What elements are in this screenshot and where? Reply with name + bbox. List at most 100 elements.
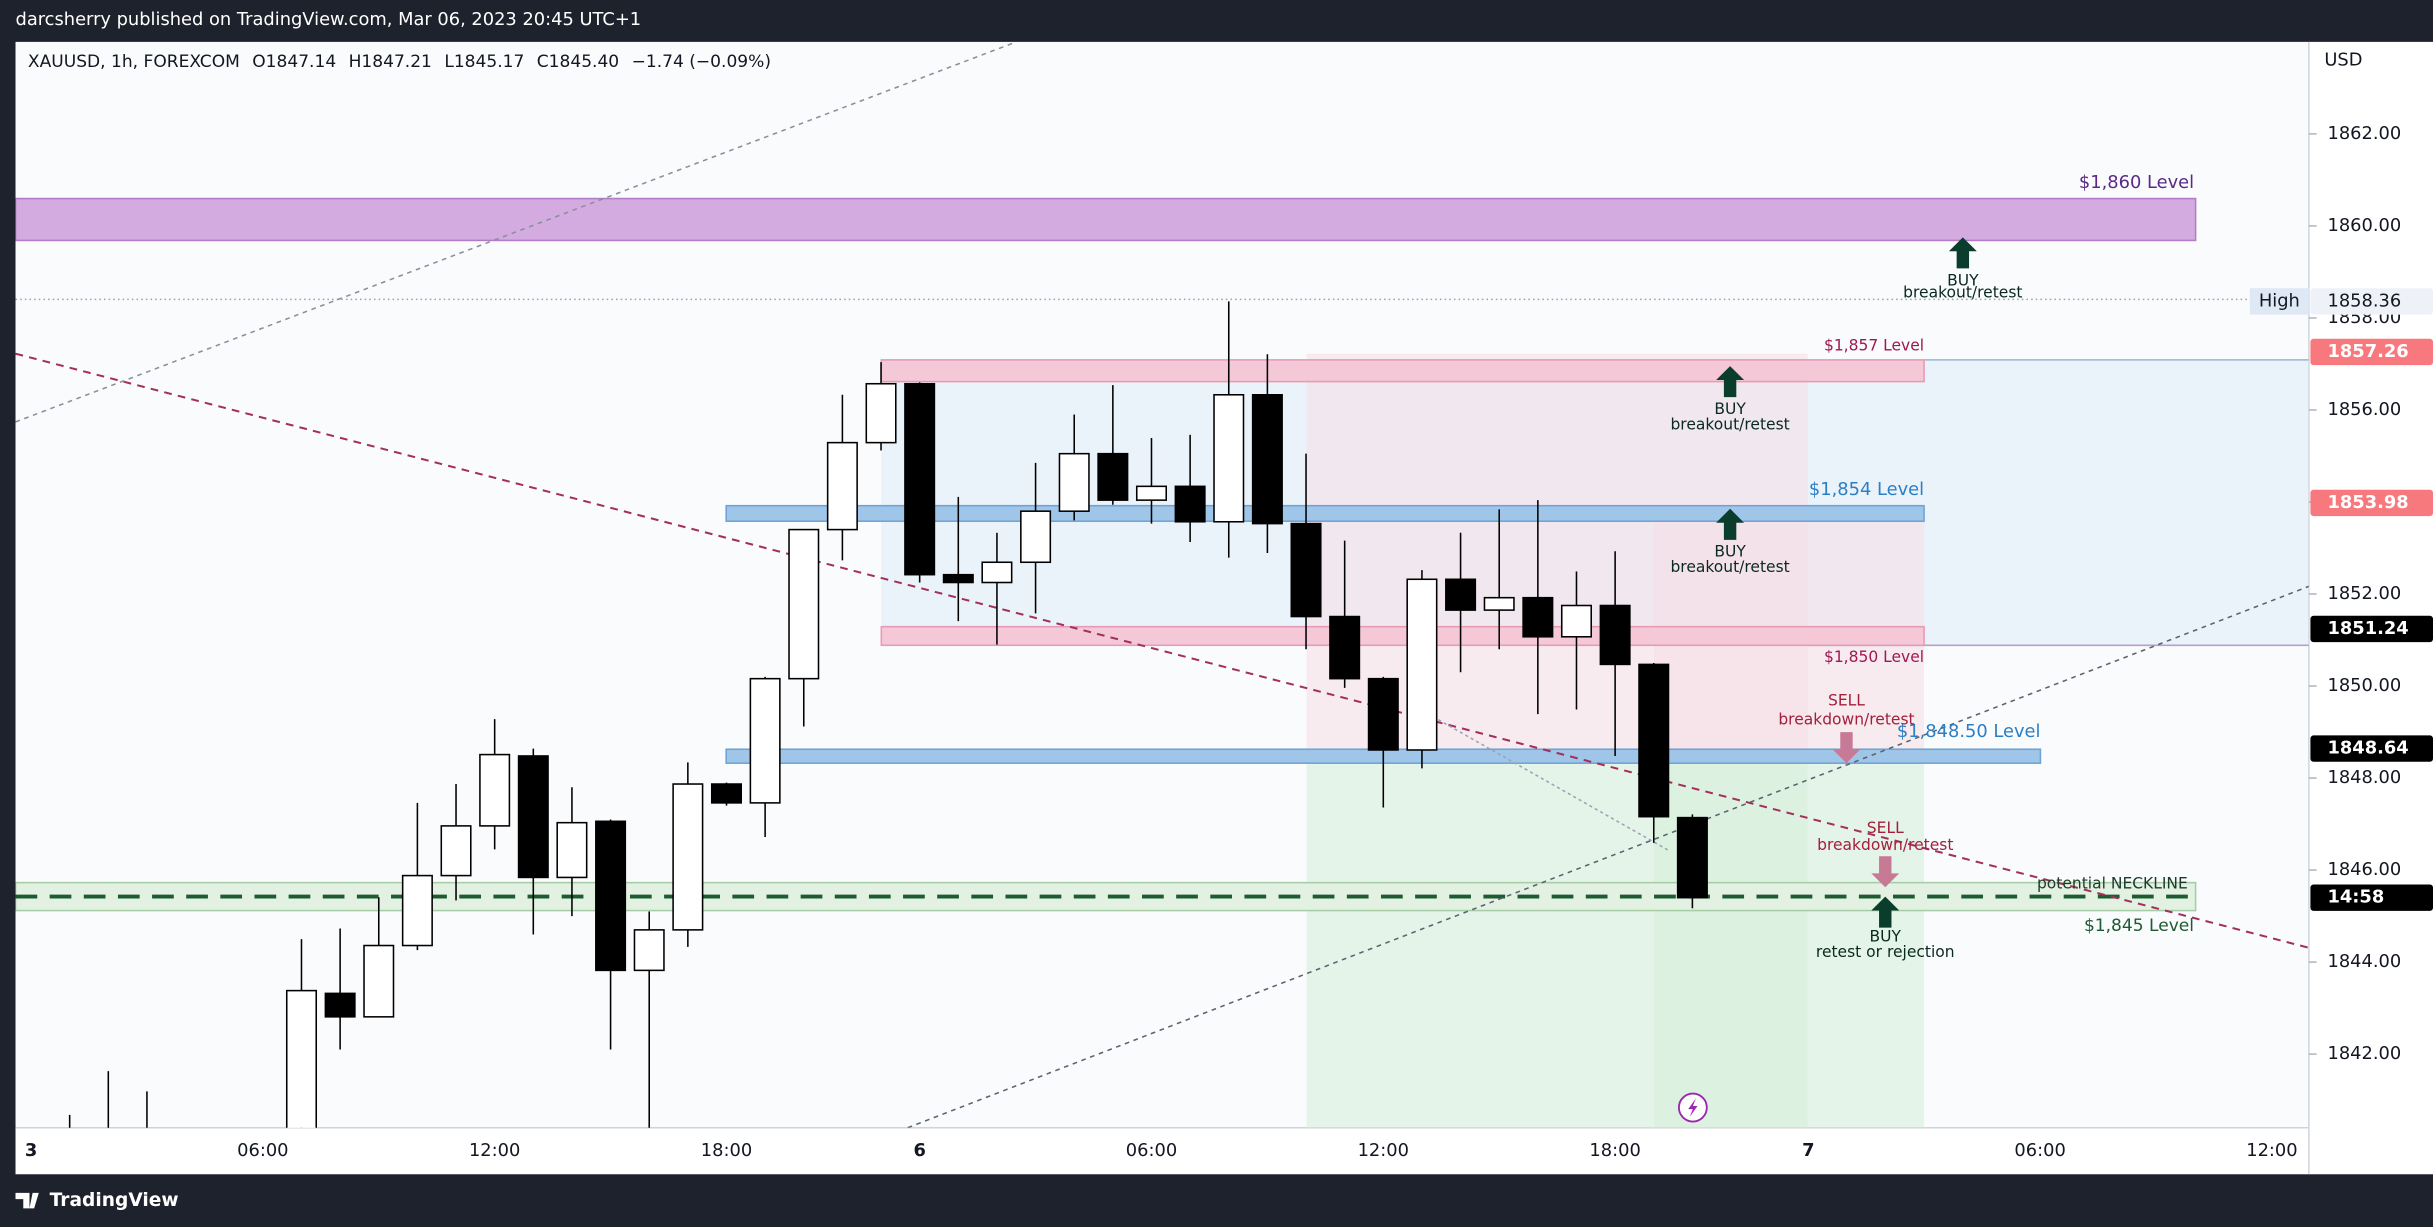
candle-body xyxy=(1058,452,1090,512)
currency: USD xyxy=(2324,49,2362,70)
candle-body xyxy=(942,573,974,584)
price-label: 1853.98 xyxy=(2327,492,2408,513)
candle-body xyxy=(904,382,936,576)
signal-note: breakout/retest xyxy=(1670,558,1789,576)
price-label: 1848.64 xyxy=(2327,738,2408,759)
candle-body xyxy=(1329,615,1361,680)
candle-body xyxy=(981,561,1013,584)
price-label-box xyxy=(2310,615,2433,643)
zone-1850 xyxy=(880,625,1925,647)
legend-item: O1847.14 xyxy=(252,52,336,72)
x-tick-label: 12:00 xyxy=(2246,1140,2297,1161)
signal-arrow xyxy=(1716,366,1745,398)
signal-arrow xyxy=(1832,732,1861,764)
legend-item: L1845.17 xyxy=(444,52,524,72)
y-tick-label: 1862.00 xyxy=(2327,123,2401,144)
signal-note: breakout/retest xyxy=(1903,284,2022,302)
zone-1860 xyxy=(15,197,2197,242)
signal-arrow xyxy=(1871,856,1900,888)
annotations: $1,860 Level $1,857 Level $1,854 Level $1,8… xyxy=(1670,172,2194,1123)
signal-note: breakdown/retest xyxy=(1817,836,1953,854)
axes: XAUUSD, 1h, FOREXCOM O1847.14 H1847.21 L184… xyxy=(25,52,2433,1161)
candle-body xyxy=(1020,510,1052,564)
legend-item: C1845.40 xyxy=(537,52,619,72)
candle-body xyxy=(324,992,356,1018)
trend-line xyxy=(15,352,2309,949)
candle-body xyxy=(633,929,665,972)
candle-body xyxy=(1406,578,1438,751)
level-label: $1,854 Level xyxy=(1809,479,1924,500)
x-tick-label: 12:00 xyxy=(1358,1140,1409,1161)
signal-action: SELL xyxy=(1828,692,1865,710)
candle-body xyxy=(1522,596,1554,638)
candle-body xyxy=(401,874,433,947)
price-axis xyxy=(2308,41,2433,1175)
drawings-back xyxy=(15,41,2309,1128)
candle-body xyxy=(1445,578,1477,611)
candle-body xyxy=(1290,522,1322,618)
candle-body xyxy=(749,677,781,804)
x-tick-label: 3 xyxy=(25,1140,37,1161)
x-tick-label: 7 xyxy=(1802,1140,1814,1161)
x-tick-label: 18:00 xyxy=(701,1140,752,1161)
candle-body xyxy=(1367,677,1399,751)
signal-action: BUY xyxy=(1947,271,1979,289)
price-label: 14:58 xyxy=(2327,887,2384,908)
y-tick-label: 1850.00 xyxy=(2327,675,2401,696)
event-icon-bolt xyxy=(1688,1098,1698,1117)
candle-body xyxy=(1251,394,1283,525)
price-label: 1857.26 xyxy=(2327,341,2408,362)
x-tick-label: 6 xyxy=(913,1140,925,1161)
zone-1857 xyxy=(880,359,1925,383)
legend-item: −1.74 (−0.09%) xyxy=(632,52,771,72)
price-tag-box xyxy=(2249,288,2309,315)
candle-body xyxy=(1560,604,1593,638)
x-tick-label: 18:00 xyxy=(1589,1140,1640,1161)
candle-body xyxy=(556,821,588,879)
x-tick-label: 12:00 xyxy=(469,1140,520,1161)
candle-body xyxy=(1174,485,1206,523)
y-tick-label: 1848.00 xyxy=(2327,767,2401,788)
signal-action: SELL xyxy=(1867,819,1904,837)
candle-body xyxy=(672,783,704,931)
trend-line xyxy=(15,41,1017,423)
candle-body xyxy=(440,825,472,877)
candle-body xyxy=(1599,604,1631,666)
price-label: 1858.36 xyxy=(2327,290,2401,311)
level-label: $1,860 Level xyxy=(2079,172,2194,193)
signal-arrow xyxy=(1716,508,1745,540)
candle-body xyxy=(710,783,743,804)
price-tag: High xyxy=(2259,290,2300,311)
signal-action: BUY xyxy=(1714,543,1746,561)
legend-item: H1847.21 xyxy=(349,52,432,72)
level-label: $1,848.50 Level xyxy=(1897,721,2040,742)
candle-body xyxy=(1483,596,1515,611)
x-tick-label: 06:00 xyxy=(1126,1140,1177,1161)
y-tick-label: 1842.00 xyxy=(2327,1043,2401,1064)
candle-body xyxy=(1097,452,1129,501)
candle-body xyxy=(826,441,858,531)
level-label: $1,850 Level xyxy=(1824,648,1924,666)
y-tick-label: 1860.00 xyxy=(2327,215,2401,236)
brand-logo xyxy=(15,1192,39,1209)
candle-body xyxy=(865,382,897,444)
brand: TradingView xyxy=(50,1190,179,1211)
neckline-label: potential NECKLINE xyxy=(2037,875,2188,893)
level-label: $1,845 Level xyxy=(2084,916,2194,936)
candle-body xyxy=(517,755,549,879)
trend-line xyxy=(1427,712,1669,851)
legend-item: XAUUSD, 1h, FOREXCOM xyxy=(28,52,240,72)
signal-action: BUY xyxy=(1870,927,1902,945)
trend-line xyxy=(907,585,2309,1128)
signal-note: retest or rejection xyxy=(1816,943,1955,961)
price-label: 1851.24 xyxy=(2327,618,2408,639)
price-label-box xyxy=(2310,489,2433,517)
signal-arrow xyxy=(1948,237,1977,269)
y-tick-label: 1846.00 xyxy=(2327,859,2401,880)
signal-action: BUY xyxy=(1714,400,1746,418)
candle-body xyxy=(1676,816,1708,899)
signal-arrow xyxy=(1871,896,1900,928)
candle-body xyxy=(1135,485,1168,501)
y-tick-label: 1852.00 xyxy=(2327,583,2401,604)
